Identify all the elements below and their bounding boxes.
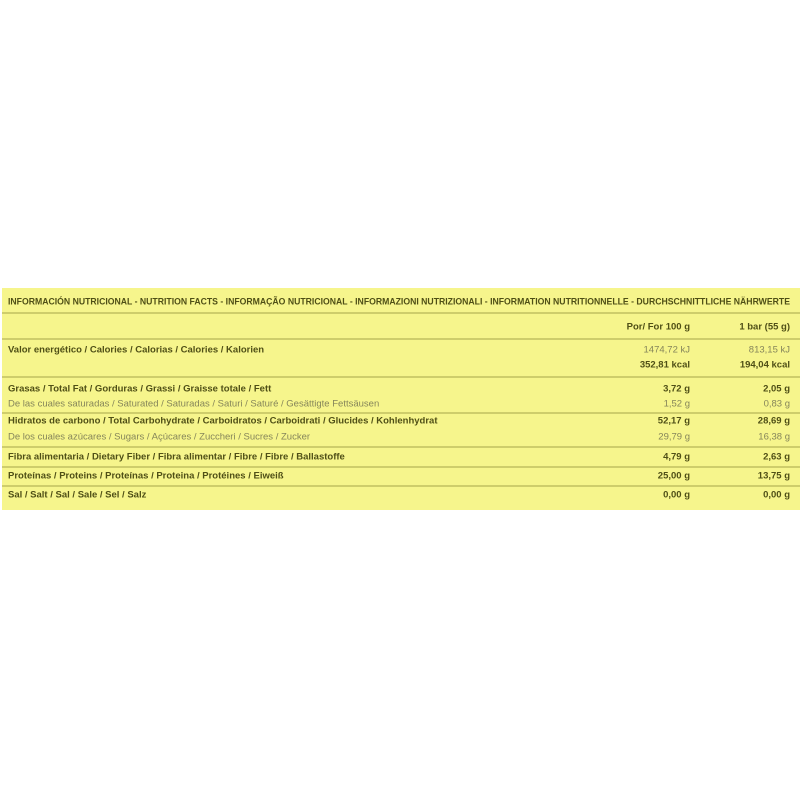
row-label: De los cuales azúcares / Sugars / Açúcar… (8, 432, 310, 443)
row-value: 2,63 g (763, 452, 790, 463)
row-value: 3,72 g (663, 384, 690, 395)
row-label: Fibra alimentaria / Dietary Fiber / Fibr… (8, 452, 345, 463)
rows: Valor energético / Calories / Calorias /… (2, 345, 800, 501)
row-value: 4,79 g (663, 452, 690, 463)
row-value: 0,00 g (663, 490, 690, 501)
row-value: 16,38 g (758, 432, 790, 443)
row-value: 1474,72 kJ (644, 345, 691, 356)
row-value: 13,75 g (758, 471, 790, 482)
table-title: INFORMACIÓN NUTRICIONAL - NUTRITION FACT… (8, 296, 790, 308)
row-label: Hidratos de carbono / Total Carbohydrate… (8, 416, 438, 427)
row-value: 29,79 g (658, 432, 690, 443)
row-value: 813,15 kJ (749, 345, 790, 356)
table-background (2, 288, 800, 510)
row-value: 194,04 kcal (740, 360, 790, 371)
row-value: 0,83 g (764, 399, 790, 410)
row-value: 0,00 g (763, 490, 790, 501)
row-value: 52,17 g (658, 416, 690, 427)
row-label: Grasas / Total Fat / Gorduras / Grassi /… (8, 384, 272, 395)
row-label: Proteínas / Proteins / Proteínas / Prote… (8, 471, 284, 482)
row-value: 25,00 g (658, 471, 690, 482)
row-label: Sal / Salt / Sal / Sale / Sel / Salz (8, 490, 147, 501)
row-value: 1,52 g (664, 399, 690, 410)
row-value: 28,69 g (758, 416, 790, 427)
row-value: 2,05 g (763, 384, 790, 395)
column-heading: Por/ For 100 g (627, 322, 691, 333)
row-label: De las cuales saturadas / Saturated / Sa… (8, 399, 379, 410)
row-value: 352,81 kcal (640, 360, 690, 371)
column-heading: 1 bar (55 g) (739, 322, 790, 333)
row-label: Valor energético / Calories / Calorias /… (8, 345, 264, 356)
